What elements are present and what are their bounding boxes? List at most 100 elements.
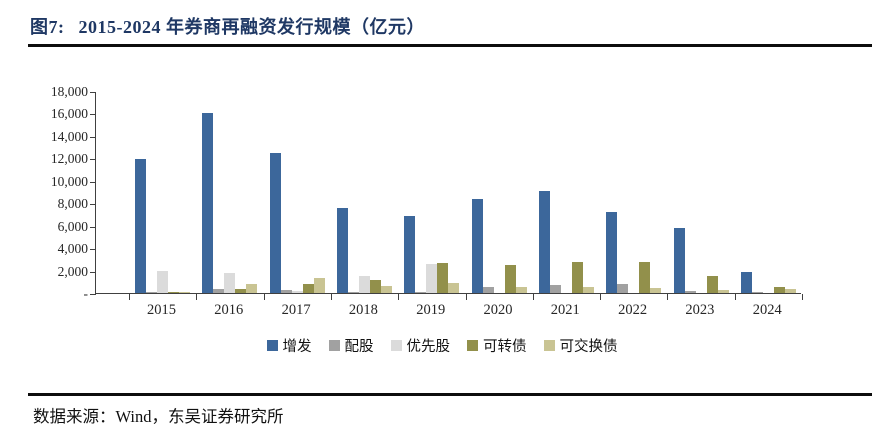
bar-chart: 18,000 16,000 14,000 12,000 10,000 8,000 6,000…: [0, 60, 884, 360]
bar-优先股-2015: [157, 271, 169, 293]
y-axis-tick: [90, 294, 96, 295]
x-axis-tick: [263, 294, 265, 300]
data-source-text: 数据来源：Wind，东吴证券研究所: [33, 407, 284, 426]
bar-增发-2016: [202, 113, 214, 293]
bar-group-2020: [465, 92, 532, 293]
title-divider-line: [28, 44, 872, 47]
plot-area: [90, 92, 803, 300]
chart-legend: 增发 配股 优先股 可转债 可交换债: [0, 335, 884, 356]
bar-可转债-2020: [504, 265, 516, 293]
bar-group-2022: [600, 92, 667, 293]
bar-可转债-2024: [773, 287, 785, 293]
x-axis-label-2017: 2017: [281, 302, 311, 318]
x-axis-tick: [667, 294, 669, 300]
bar-增发-2017: [269, 153, 281, 293]
bar-可交换债-2019: [448, 283, 460, 293]
legend-label: 可转债: [483, 339, 527, 355]
bar-可转债-2016: [235, 289, 247, 293]
legend-label: 可交换债: [559, 339, 618, 355]
legend-item-增发: 增发: [266, 335, 312, 356]
bar-group-2024: [735, 92, 802, 293]
bar-group-2019: [398, 92, 465, 293]
y-axis-label: 12,000: [50, 151, 88, 167]
bar-可交换债-2015: [179, 292, 191, 293]
bar-优先股-2018: [359, 276, 371, 293]
y-axis-label: 16,000: [50, 106, 88, 122]
bar-增发-2020: [471, 199, 483, 293]
y-axis-label: 8,000: [57, 196, 88, 212]
bar-group-2023: [667, 92, 734, 293]
x-axis-tick: [398, 294, 400, 300]
bar-可转债-2022: [639, 262, 651, 293]
x-axis-tick: [465, 294, 467, 300]
bar-group-2016: [196, 92, 263, 293]
x-axis-tick: [802, 294, 803, 300]
bar-增发-2024: [740, 272, 752, 293]
legend-swatch-icon: [467, 340, 478, 351]
y-axis-label: 14,000: [50, 128, 88, 144]
legend-label: 配股: [344, 339, 374, 355]
y-axis-tick: [90, 227, 96, 228]
legend-swatch-icon: [390, 340, 402, 351]
bar-group-2017: [264, 92, 331, 293]
y-axis-tick: [90, 182, 96, 183]
bar-可转债-2021: [571, 262, 583, 293]
bar-增发-2015: [135, 159, 147, 293]
bar-配股-2024: [751, 292, 763, 293]
y-axis-label: 18,000: [50, 84, 88, 99]
bar-增发-2019: [404, 216, 416, 293]
x-axis-tick: [532, 294, 534, 300]
legend-item-配股: 配股: [328, 335, 374, 356]
bar-配股-2021: [549, 285, 561, 293]
bar-配股-2019: [415, 292, 427, 293]
bar-增发-2023: [673, 228, 685, 293]
bar-可转债-2018: [370, 280, 382, 293]
legend-swatch-icon: [543, 340, 555, 351]
bar-配股-2015: [146, 292, 158, 293]
bar-优先股-2017: [291, 291, 303, 293]
bar-配股-2022: [617, 284, 629, 293]
bar-可交换债-2018: [381, 286, 393, 293]
x-axis-tick: [600, 294, 602, 300]
figure-label: 图7:: [30, 17, 65, 37]
y-axis-tick: [90, 159, 96, 160]
bar-增发-2021: [538, 191, 550, 293]
y-axis-tick: [90, 249, 96, 250]
bar-可转债-2023: [706, 276, 718, 293]
legend-item-优先股: 优先股: [390, 335, 451, 356]
x-axis-label-2015: 2015: [147, 302, 176, 318]
x-axis-tick: [196, 294, 198, 300]
figure-title-row: 图7: 2015-2024 年券商再融资发行规模（亿元）: [30, 13, 425, 39]
bar-配股-2016: [213, 289, 225, 293]
y-axis-label: 4,000: [57, 241, 88, 257]
bar-可转债-2019: [437, 263, 449, 293]
bar-group-2021: [533, 92, 600, 293]
x-axis-label-2024: 2024: [752, 302, 782, 318]
bar-配股-2023: [684, 291, 696, 293]
y-axis-label: 6,000: [57, 218, 88, 234]
bar-优先股-2016: [224, 273, 236, 293]
y-axis-tick: [90, 272, 96, 273]
bar-增发-2022: [606, 212, 618, 293]
y-axis-tick: [90, 92, 96, 93]
y-axis-tick: [90, 204, 96, 205]
y-axis-label: 10,000: [50, 173, 88, 189]
y-axis-tick: [90, 114, 96, 115]
x-axis-tick: [734, 294, 736, 300]
x-axis-tick: [129, 294, 130, 300]
y-axis-tick: [90, 137, 96, 138]
bar-可交换债-2017: [313, 278, 325, 293]
x-axis-label-2022: 2022: [618, 302, 648, 318]
x-axis-label-2020: 2020: [483, 302, 513, 318]
source-divider-line: [28, 393, 872, 396]
figure-title: 2015-2024 年券商再融资发行规模（亿元）: [78, 17, 425, 37]
legend-item-可转债: 可转债: [467, 335, 527, 356]
legend-swatch-icon: [328, 340, 340, 351]
legend-item-可交换债: 可交换债: [543, 335, 618, 356]
x-axis-tick: [330, 294, 332, 300]
bar-groups: [129, 92, 802, 293]
legend-label: 优先股: [406, 339, 451, 355]
bar-可交换债-2024: [784, 289, 796, 293]
bar-配股-2018: [348, 292, 360, 293]
bar-优先股-2019: [426, 264, 438, 293]
